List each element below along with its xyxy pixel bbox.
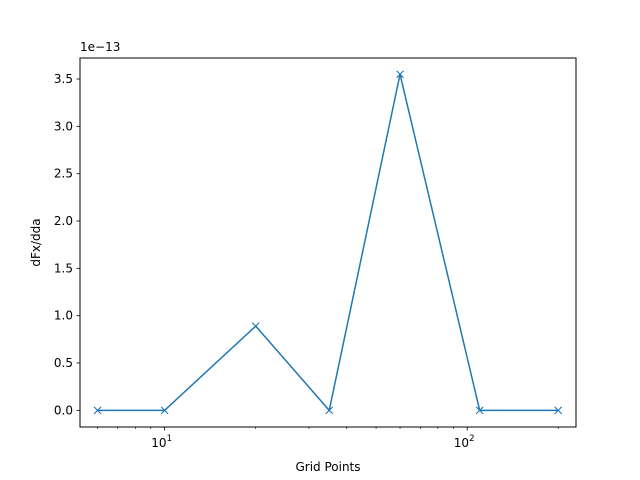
- marker-stroke: [93, 406, 102, 415]
- y-tick-label: 2.5: [54, 167, 73, 181]
- data-point-marker: [325, 406, 334, 415]
- y-offset-label: 1e−13: [80, 40, 120, 54]
- x-tick-label: 102: [454, 434, 475, 450]
- x-tick-label: 101: [151, 434, 172, 450]
- data-point-marker: [475, 406, 484, 415]
- x-axis-label: Grid Points: [295, 460, 360, 474]
- y-tick-label: 0.5: [54, 356, 73, 370]
- data-point-marker: [160, 406, 169, 415]
- marker-stroke: [325, 406, 334, 415]
- data-point-marker: [251, 322, 260, 330]
- y-tick-label: 1.5: [54, 261, 73, 275]
- y-tick-label: 3.0: [54, 119, 73, 133]
- y-axis-label: dFx/dda: [29, 218, 43, 266]
- axis-ticks: 0.0 0.5 1.0 1.5 2.0 2.5 3.0 3.5 101 102: [54, 72, 559, 450]
- y-tick-label: 3.5: [54, 72, 73, 86]
- marker-stroke: [554, 406, 563, 415]
- marker-stroke: [160, 406, 169, 415]
- y-tick-label: 0.0: [54, 403, 73, 417]
- data-point-marker: [396, 70, 404, 79]
- data-point-marker: [554, 406, 563, 415]
- marker-stroke: [396, 70, 404, 79]
- axes-frame: [79, 57, 577, 428]
- data-point-marker: [93, 406, 102, 415]
- marker-stroke: [251, 322, 260, 330]
- plot-area: [93, 70, 563, 415]
- marker-stroke: [475, 406, 484, 415]
- y-tick-label: 1.0: [54, 309, 73, 323]
- y-tick-label: 2.0: [54, 214, 73, 228]
